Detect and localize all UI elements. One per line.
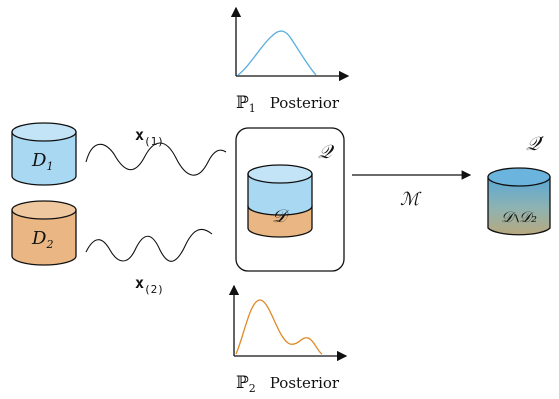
mechanism-label: ℳ bbox=[400, 189, 422, 210]
signal-x2-label: x(2) bbox=[135, 274, 164, 296]
signal-wave-2 bbox=[86, 229, 212, 261]
posterior-1-label: ℙ1 Posterior bbox=[236, 93, 340, 115]
posterior-plot-2 bbox=[234, 286, 346, 356]
signal-x1-label: x(1) bbox=[135, 126, 164, 148]
query-label: 𝒬 bbox=[318, 141, 335, 163]
output-query-label: 𝒬′ bbox=[526, 133, 545, 155]
plot1-curve bbox=[238, 31, 316, 75]
output-database-label: 𝒟∖𝒟₂ bbox=[501, 208, 537, 226]
posterior-plot-1 bbox=[236, 8, 348, 76]
posterior-2-label: ℙ2 Posterior bbox=[236, 373, 340, 395]
plot2-curve bbox=[236, 300, 322, 354]
